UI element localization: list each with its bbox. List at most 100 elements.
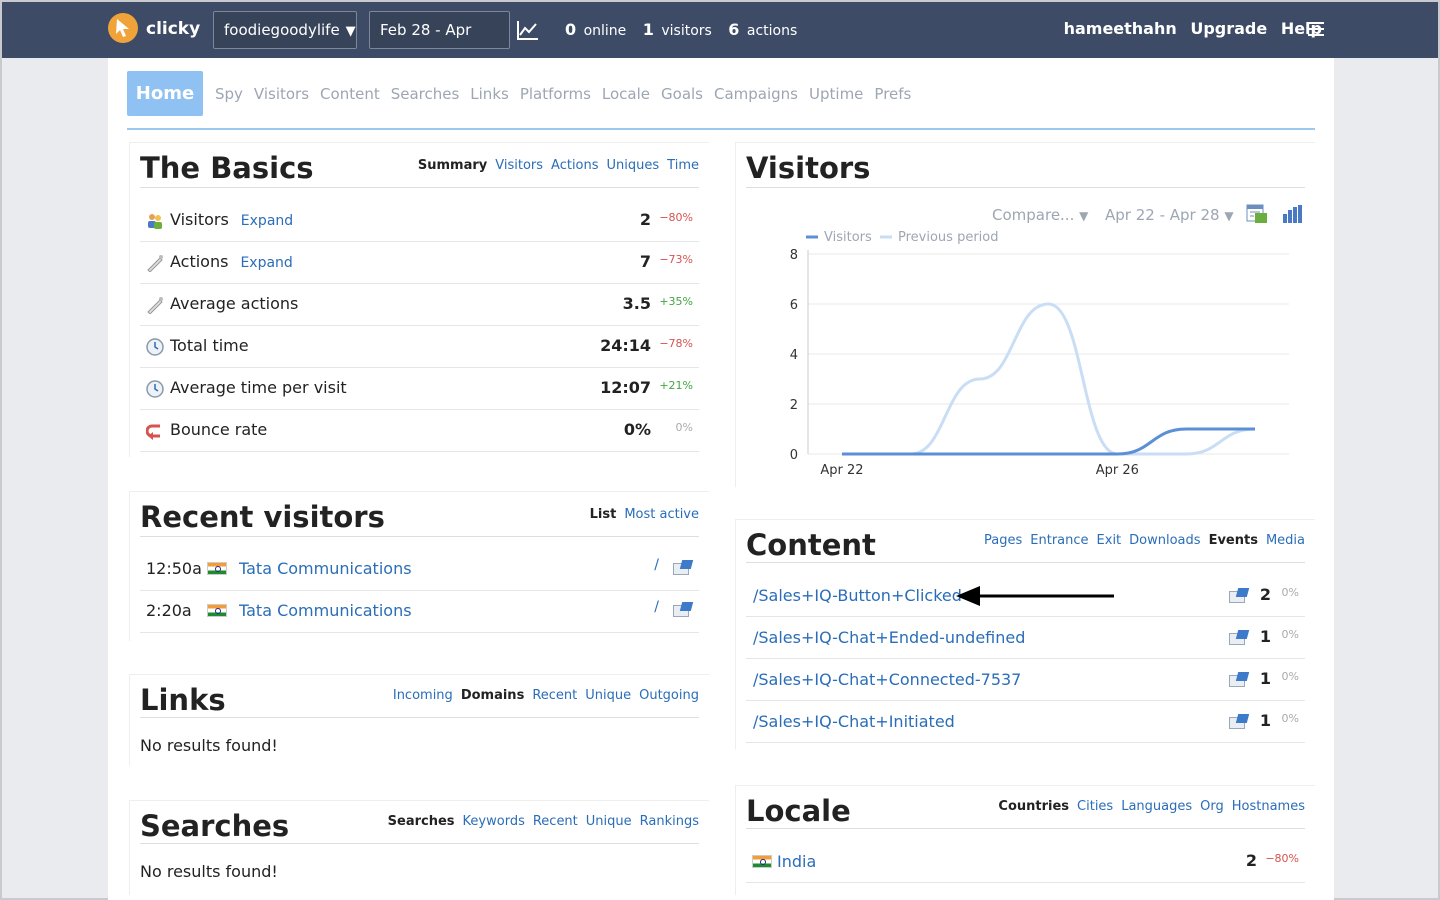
tab-recent[interactable]: Recent [532, 688, 578, 703]
nav-home[interactable]: Home [127, 71, 203, 116]
event-count: 1 [1259, 711, 1271, 730]
line-chart-icon[interactable] [516, 19, 540, 41]
tab-languages[interactable]: Languages [1121, 799, 1193, 814]
nav-searches[interactable]: Searches [390, 85, 460, 103]
tab-time[interactable]: Time [667, 158, 699, 173]
nav-prefs[interactable]: Prefs [874, 85, 912, 103]
recent-visitor-row[interactable]: 2:20a Tata Communications / [140, 591, 699, 633]
visitors-stat[interactable]: 1 visitors [642, 20, 712, 39]
event-visitors-icon[interactable] [1229, 588, 1250, 604]
basics-row-actions: Actions Expand 7 −73% [140, 242, 699, 284]
nav-content[interactable]: Content [320, 85, 380, 103]
visitor-session-icon[interactable] [673, 560, 694, 576]
content-event-link[interactable]: /Sales+IQ-Chat+Connected-7537 [753, 670, 1022, 689]
compare-select[interactable]: Compare... ▼ [992, 206, 1089, 224]
export-table-icon[interactable] [1246, 204, 1268, 224]
actions-icon [147, 297, 163, 314]
x-tick-label: Apr 26 [1096, 463, 1139, 478]
visitor-org-link[interactable]: Tata Communications [239, 601, 412, 620]
tab-downloads[interactable]: Downloads [1129, 533, 1201, 548]
average-actions-value: 3.5 [622, 294, 651, 313]
tab-cities[interactable]: Cities [1077, 799, 1114, 814]
tab-recent[interactable]: Recent [532, 814, 578, 829]
content-event-link[interactable]: /Sales+IQ-Chat+Ended-undefined [753, 628, 1026, 647]
chevron-down-icon: ▼ [1224, 209, 1234, 223]
locale-header-line [746, 828, 1305, 829]
tab-media[interactable]: Media [1265, 533, 1305, 548]
visitor-org-link[interactable]: Tata Communications [239, 559, 412, 578]
tab-unique[interactable]: Unique [585, 688, 632, 703]
tab-org[interactable]: Org [1200, 799, 1224, 814]
tab-exit[interactable]: Exit [1096, 533, 1122, 548]
visitor-session-icon[interactable] [673, 602, 694, 618]
tab-unique[interactable]: Unique [585, 814, 632, 829]
clock-icon [146, 338, 164, 356]
tab-most-active[interactable]: Most active [624, 507, 699, 522]
tab-summary[interactable]: Summary [417, 158, 488, 173]
tab-domains[interactable]: Domains [460, 688, 525, 703]
nav-locale[interactable]: Locale [601, 85, 651, 103]
legend-label: Visitors [824, 230, 872, 245]
tab-actions[interactable]: Actions [551, 158, 599, 173]
visitors-header-line [746, 187, 1305, 188]
site-select[interactable]: foodiegoodylife ▼ [213, 11, 357, 49]
searches-box: Searches Searches Keywords Recent Unique Ran… [129, 800, 709, 895]
visitor-page-link[interactable]: / [654, 557, 659, 573]
actions-expand-link[interactable]: Expand [240, 255, 293, 271]
tab-searches[interactable]: Searches [387, 814, 455, 829]
nav-visitors[interactable]: Visitors [253, 85, 310, 103]
date-select[interactable]: Feb 28 - Apr 28▼ [369, 11, 510, 75]
nav-goals[interactable]: Goals [661, 85, 703, 103]
nav-campaigns[interactable]: Campaigns [714, 85, 799, 103]
tab-incoming[interactable]: Incoming [392, 688, 453, 703]
hamburger-menu-icon[interactable] [1308, 22, 1324, 36]
event-percent: 0% [1281, 712, 1299, 725]
logo-text[interactable]: clicky [146, 19, 201, 39]
basics-row-total-time: Total time 24:14 −78% [140, 326, 699, 368]
tab-visitors[interactable]: Visitors [495, 158, 544, 173]
visitors-expand-link[interactable]: Expand [240, 213, 294, 229]
content-event-link[interactable]: /Sales+IQ-Button+Clicked [753, 586, 962, 605]
actions-icon [147, 255, 163, 272]
x-tick-label: Apr 22 [820, 463, 863, 478]
content-tabs: Pages Entrance Exit Downloads Events Media [976, 533, 1305, 548]
visitors-chart-title: Visitors [746, 151, 871, 185]
tab-keywords[interactable]: Keywords [462, 814, 525, 829]
bar-chart-icon[interactable] [1282, 204, 1304, 224]
nav-spy[interactable]: Spy [215, 85, 243, 103]
country-link[interactable]: India [777, 852, 817, 871]
event-visitors-icon[interactable] [1229, 672, 1250, 688]
event-visitors-icon[interactable] [1229, 714, 1250, 730]
tab-outgoing[interactable]: Outgoing [639, 688, 699, 703]
searches-header-line [140, 843, 699, 844]
tab-uniques[interactable]: Uniques [606, 158, 660, 173]
chart-range-select[interactable]: Apr 22 - Apr 28 ▼ [1105, 206, 1234, 224]
visit-time: 12:50a [146, 559, 202, 578]
nav-platforms[interactable]: Platforms [519, 85, 591, 103]
username-link[interactable]: hameethahn [1063, 19, 1177, 38]
locale-tabs: Countries Cities Languages Org Hostnames [990, 799, 1305, 814]
online-stat[interactable]: 0 online [565, 20, 627, 39]
tab-hostnames[interactable]: Hostnames [1231, 799, 1305, 814]
series-line-visitors [842, 427, 1255, 456]
actions-stat[interactable]: 6 actions [728, 20, 798, 39]
content-row: /Sales+IQ-Chat+Initiated 1 0% [746, 701, 1305, 743]
upgrade-link[interactable]: Upgrade [1190, 19, 1268, 38]
visitor-page-link[interactable]: / [654, 599, 659, 615]
basics-row-avg-time: Average time per visit 12:07 +21% [140, 368, 699, 410]
tab-events[interactable]: Events [1208, 533, 1258, 548]
tab-countries[interactable]: Countries [998, 799, 1070, 814]
event-count: 1 [1259, 669, 1271, 688]
recent-visitor-row[interactable]: 12:50a Tata Communications / [140, 549, 699, 591]
event-visitors-icon[interactable] [1229, 630, 1250, 646]
tab-list[interactable]: List [589, 507, 617, 522]
visitors-line-chart: Visitors Previous period 0 2 4 6 8 Apr 22 Apr 26 [790, 230, 1289, 478]
nav-uptime[interactable]: Uptime [809, 85, 864, 103]
nav-divider [127, 128, 1315, 130]
tab-pages[interactable]: Pages [984, 533, 1023, 548]
nav-links[interactable]: Links [470, 85, 509, 103]
content-event-link[interactable]: /Sales+IQ-Chat+Initiated [753, 712, 955, 731]
tab-rankings[interactable]: Rankings [639, 814, 699, 829]
tab-entrance[interactable]: Entrance [1030, 533, 1089, 548]
clicky-logo-icon[interactable] [108, 13, 138, 43]
